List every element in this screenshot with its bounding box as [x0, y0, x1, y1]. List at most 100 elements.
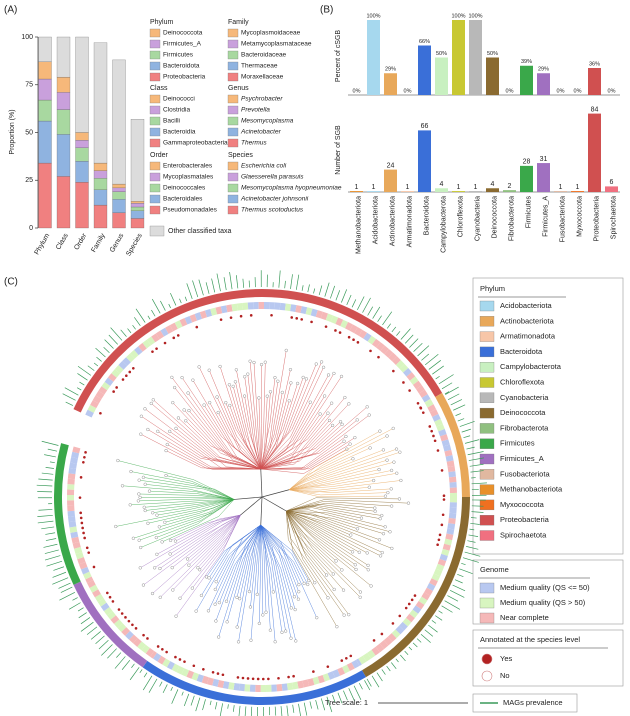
bar	[418, 45, 431, 95]
tree-branch	[260, 524, 292, 608]
prevalence-bar	[457, 418, 465, 422]
prevalence-bar	[131, 663, 135, 668]
data-label: 0%	[574, 88, 582, 94]
prevalence-bar	[454, 579, 463, 584]
prevalence-bar	[441, 382, 453, 390]
tree-tip	[306, 582, 310, 587]
tree-tip	[326, 596, 330, 600]
tree-branch	[288, 461, 394, 490]
tree-tip	[197, 365, 201, 369]
tree-tip	[170, 566, 174, 570]
annotation-dot	[372, 639, 376, 642]
genome-ring	[134, 346, 143, 356]
tree-branch	[286, 510, 380, 541]
genome-ring	[77, 556, 86, 565]
annotation-dot	[251, 677, 255, 681]
bar-segment	[56, 176, 71, 229]
tree-branch	[156, 499, 235, 516]
data-label: 0%	[608, 88, 616, 94]
legend-swatch	[149, 138, 161, 148]
genome-ring	[196, 674, 204, 683]
tree-tip	[332, 587, 336, 592]
genome-ring	[412, 380, 422, 390]
genome-ring	[406, 613, 415, 623]
bar-segment	[93, 162, 108, 171]
genome-ring	[442, 543, 451, 551]
legend-label: Firmicutes_A	[500, 454, 544, 463]
legend-title: Genome	[480, 565, 509, 574]
legend-swatch	[227, 116, 239, 126]
bar-segment	[56, 134, 71, 177]
tree-tip	[276, 379, 280, 383]
genome-ring	[220, 305, 228, 314]
prevalence-bar	[381, 669, 386, 675]
legend-box	[472, 629, 624, 687]
prevalence-bar	[108, 334, 118, 345]
legend-swatch	[149, 72, 161, 82]
legend-swatch	[149, 116, 161, 126]
tree-tip	[137, 478, 141, 482]
tree-tip	[347, 402, 351, 406]
tree-tip	[372, 478, 376, 483]
tree-tip	[340, 568, 344, 572]
annotation-dot	[165, 650, 168, 654]
genome-ring	[429, 578, 438, 587]
tree-tip	[351, 457, 355, 461]
annotation-dot	[380, 632, 384, 636]
tree-branch	[236, 524, 262, 628]
tree-tip	[304, 377, 309, 381]
tree-tip	[196, 566, 200, 570]
bar-segment	[56, 76, 71, 93]
genome-ring	[130, 349, 139, 359]
bar-segment	[112, 59, 126, 185]
genome-ring	[449, 497, 457, 503]
tree-tip	[137, 538, 141, 542]
annotation-dot	[236, 676, 240, 679]
tree-tip	[141, 583, 146, 587]
legend-label: Proteobacteria	[163, 74, 206, 81]
tree-branch	[286, 510, 344, 591]
bar-segment	[130, 201, 145, 204]
legend-swatch	[227, 28, 239, 38]
tree-branch	[286, 510, 358, 530]
data-label: 39%	[521, 59, 532, 65]
tree-branch	[144, 408, 261, 470]
prevalence-bar	[98, 639, 109, 650]
prevalence-bar	[47, 448, 58, 452]
tree-branch	[260, 524, 295, 597]
tree-tip	[178, 596, 182, 600]
tree-branch	[286, 510, 329, 598]
annotation-dot	[117, 608, 121, 611]
x-tick-label: Firmicutes	[525, 196, 532, 229]
legend-swatch	[149, 161, 161, 171]
legend-label: Pseudomonadales	[163, 207, 218, 214]
legend-label: Psychrobacter	[241, 96, 283, 103]
prevalence-bar	[58, 582, 71, 589]
data-label: 66	[421, 123, 429, 130]
bar	[401, 191, 414, 192]
tree-tip	[367, 485, 371, 489]
tree-branch	[145, 499, 235, 511]
genome-ring	[100, 602, 110, 612]
prevalence-bar	[151, 309, 156, 317]
tree-branch	[286, 510, 349, 615]
bar-segment	[93, 42, 108, 164]
annotation-dot	[121, 378, 125, 381]
tree-branch	[260, 362, 266, 470]
genome-ring	[74, 546, 83, 555]
prevalence-bar	[52, 577, 69, 585]
tree-branch	[260, 441, 345, 470]
tree-tip	[397, 497, 402, 501]
tree-tip	[314, 362, 318, 366]
data-label: 0%	[353, 88, 361, 94]
bar	[384, 169, 397, 192]
prevalence-bar	[37, 514, 53, 518]
tree-tip	[143, 407, 147, 411]
genome-ring	[354, 327, 363, 336]
tree-tip	[398, 450, 402, 454]
legend-label: Bacilli	[163, 118, 180, 125]
prevalence-bar	[468, 534, 479, 537]
tree-branch	[260, 378, 307, 470]
tree-tip	[315, 616, 319, 620]
